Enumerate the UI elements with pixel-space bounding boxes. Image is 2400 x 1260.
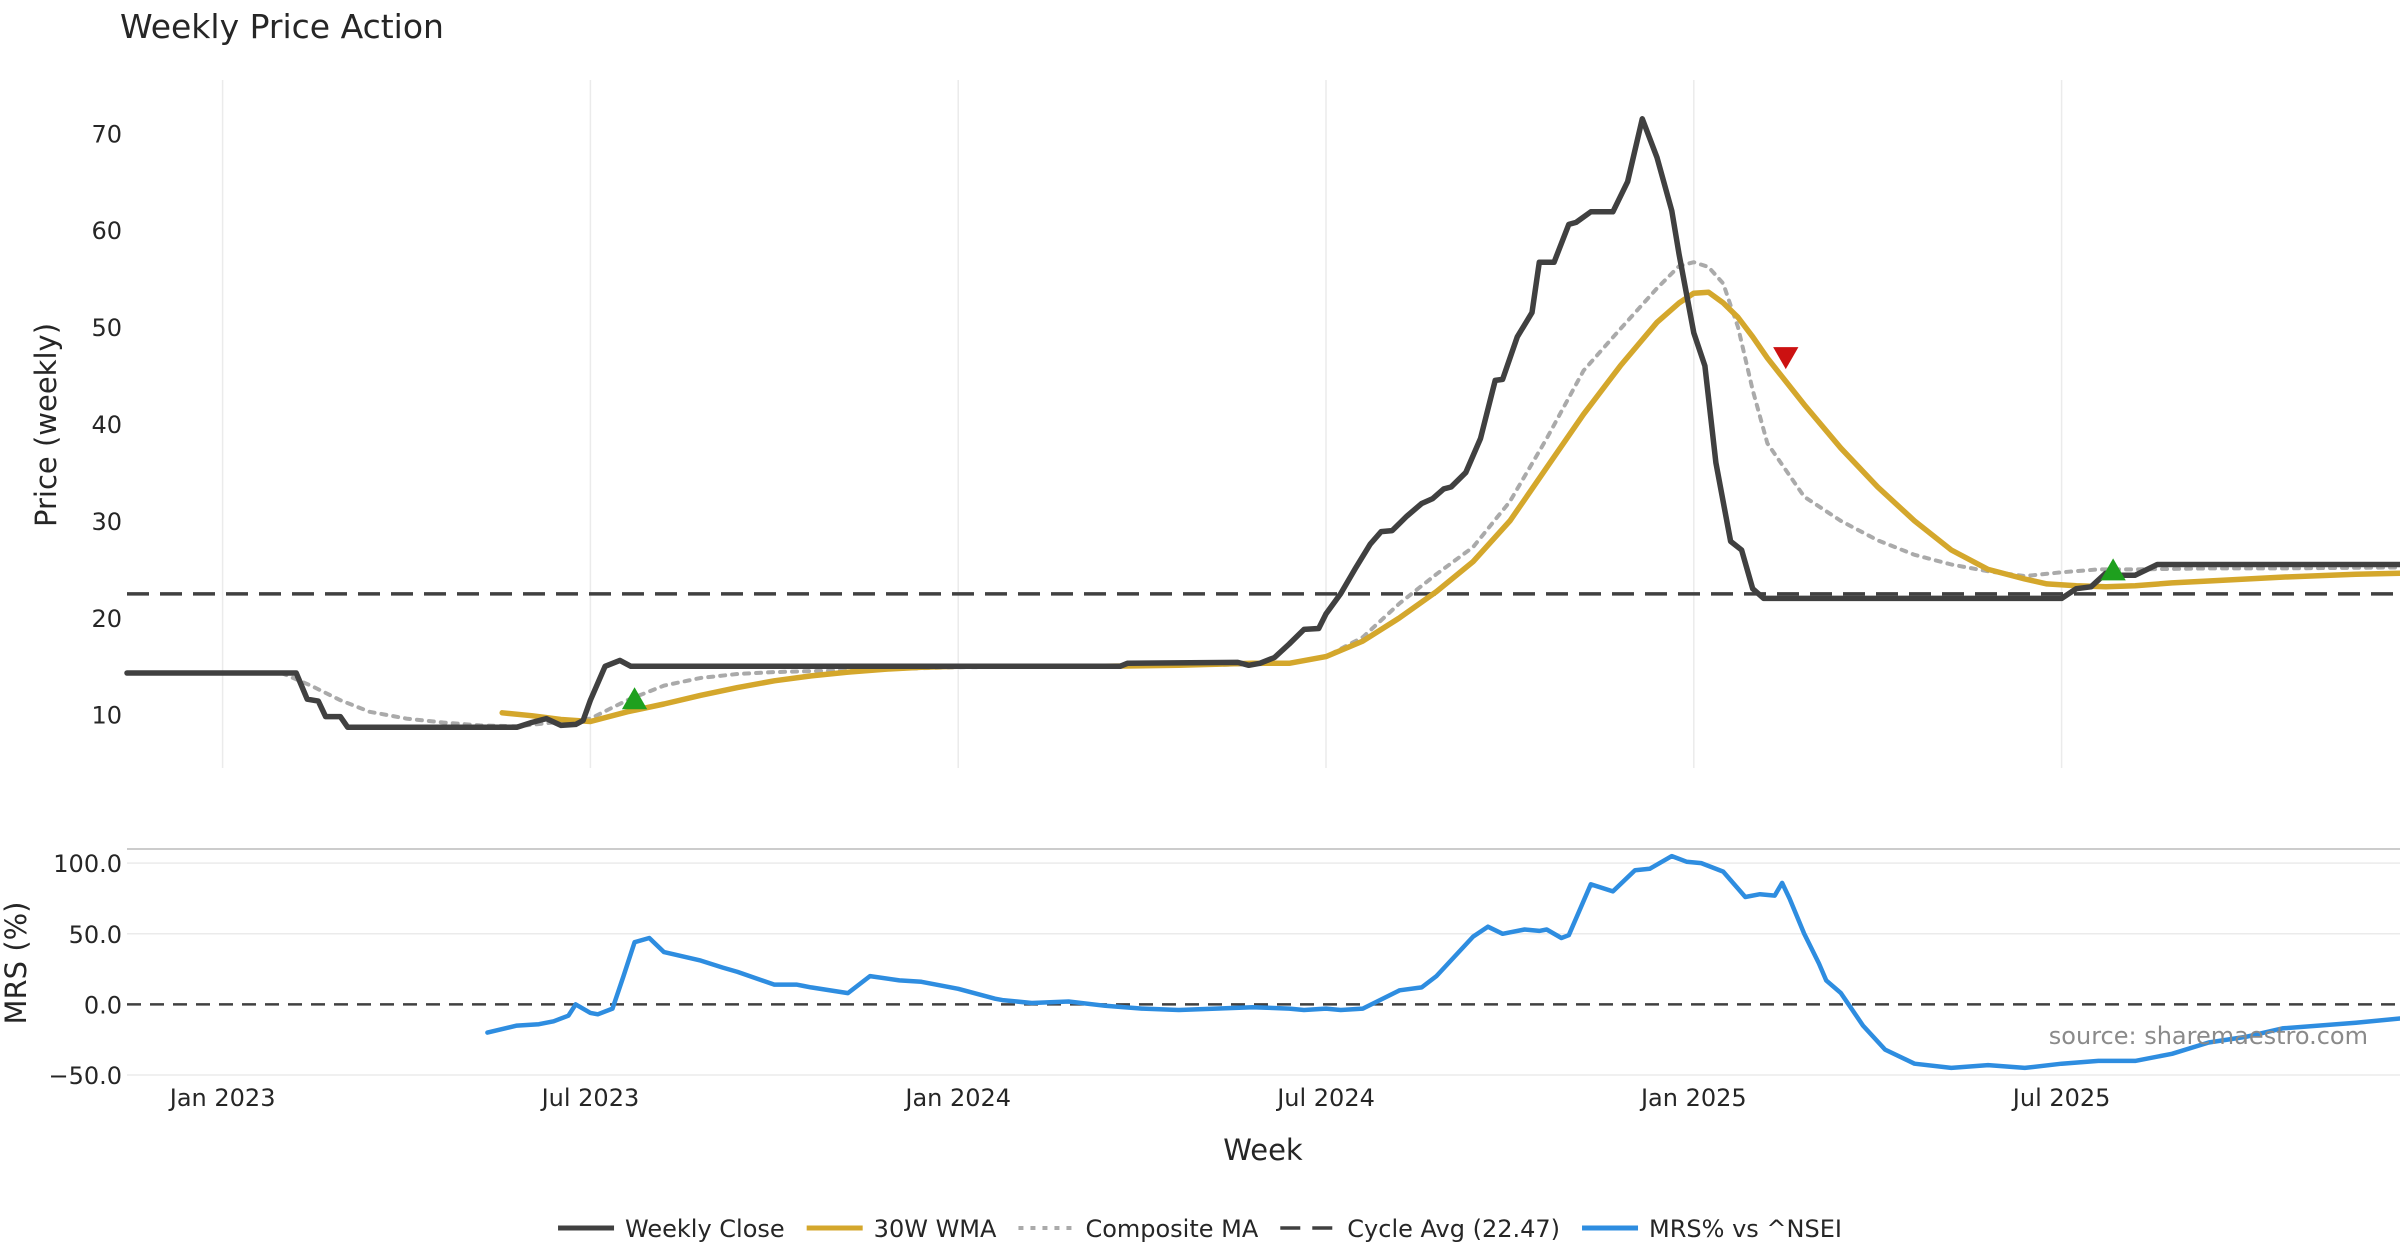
legend-item-mrs-vs-nsei: MRS% vs ^NSEI <box>1582 1215 1842 1243</box>
chart-title: Weekly Price Action <box>120 7 444 46</box>
legend: Weekly Close 30W WMA Composite MA Cycle Avg… <box>558 1215 1842 1243</box>
price-y-tick-20: 20 <box>91 605 122 633</box>
legend-item-composite-ma: Composite MA <box>1018 1215 1259 1243</box>
legend-item-weekly-close: Weekly Close <box>558 1215 785 1243</box>
mrs-y-tick-50-0: −50.0 <box>48 1062 122 1090</box>
price-y-tick-60: 60 <box>91 217 122 245</box>
legend-label-weekly-close: Weekly Close <box>625 1215 785 1243</box>
price-y-ticks: 10 20 30 40 50 60 70 <box>91 120 122 729</box>
x-tick-jul-2024: Jul 2024 <box>1275 1084 1375 1112</box>
mrs-grid <box>127 862 2400 1076</box>
x-axis-ticks: Jan 2023 Jul 2023 Jan 2024 Jul 2024 Jan 2025… <box>168 1084 2111 1112</box>
price-y-tick-10: 10 <box>91 702 122 730</box>
mrs-y-ticks: −50.0 0.0 50.0 100.0 <box>48 850 122 1090</box>
legend-label-composite-ma: Composite MA <box>1085 1215 1258 1243</box>
x-axis-label: Week <box>1223 1133 1303 1167</box>
legend-label-mrs-vs-nsei: MRS% vs ^NSEI <box>1649 1215 1842 1243</box>
price-series-group <box>124 116 2400 731</box>
price-y-tick-70: 70 <box>91 120 122 148</box>
buy-signal-marker-2 <box>2100 558 2126 581</box>
series-line-mrs-vs-nsei <box>485 853 2400 1071</box>
signal-markers <box>621 347 2126 710</box>
legend-label-30w-wma: 30W WMA <box>874 1215 997 1243</box>
x-tick-jul-2023: Jul 2023 <box>540 1084 640 1112</box>
price-y-axis-label: Price (weekly) <box>29 323 63 527</box>
price-y-tick-40: 40 <box>91 411 122 439</box>
buy-signal-marker-0 <box>621 687 648 710</box>
x-tick-jan-2025: Jan 2025 <box>1639 1084 1747 1112</box>
x-tick-jan-2024: Jan 2024 <box>903 1084 1011 1112</box>
series-line-composite-ma <box>183 260 2400 729</box>
legend-item-30w-wma: 30W WMA <box>806 1215 997 1243</box>
series-line-30w-wma <box>499 289 2400 725</box>
price-grid <box>221 80 2063 768</box>
mrs-y-axis-label: MRS (%) <box>0 902 33 1025</box>
x-tick-jan-2023: Jan 2023 <box>168 1084 276 1112</box>
legend-item-cycle-avg-22-47: Cycle Avg (22.47) <box>1280 1215 1560 1243</box>
source-watermark: source: sharemaestro.com <box>2049 1022 2368 1050</box>
mrs-y-tick-100-0: 100.0 <box>53 850 122 878</box>
series-line-weekly-close <box>124 116 2400 731</box>
legend-label-cycle-avg-22-47: Cycle Avg (22.47) <box>1347 1215 1560 1243</box>
mrs-y-tick-50-0: 50.0 <box>69 921 122 949</box>
x-tick-jul-2025: Jul 2025 <box>2011 1084 2111 1112</box>
sell-signal-marker-1 <box>1773 347 1799 370</box>
mrs-y-tick-0-0: 0.0 <box>84 991 122 1019</box>
price-y-tick-30: 30 <box>91 508 122 536</box>
price-y-tick-50: 50 <box>91 314 122 342</box>
mrs-series-group <box>485 853 2400 1071</box>
